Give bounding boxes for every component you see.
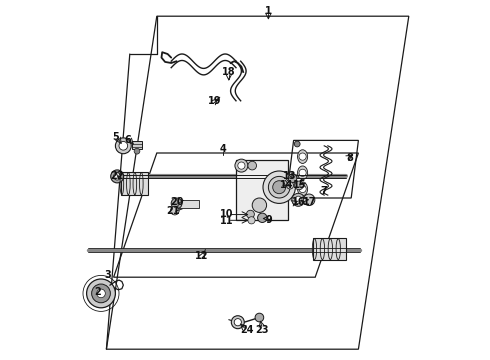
Text: 17: 17 [303,197,317,207]
Circle shape [294,181,303,190]
Circle shape [263,171,295,203]
Bar [132,141,143,149]
Text: 6: 6 [124,135,131,145]
Text: 15: 15 [293,180,306,190]
Circle shape [248,217,255,224]
Text: 20: 20 [170,197,183,207]
Circle shape [246,210,254,218]
Circle shape [234,319,242,326]
Bar [314,238,346,260]
Circle shape [97,289,105,298]
Text: 8: 8 [346,153,353,163]
Text: 9: 9 [265,215,272,225]
Bar [121,172,148,195]
Circle shape [299,169,306,176]
Text: 21: 21 [166,206,180,216]
Circle shape [269,176,290,198]
Text: 11: 11 [220,216,234,226]
Text: 10: 10 [220,209,234,219]
Bar [179,200,199,208]
Circle shape [288,174,297,183]
Circle shape [255,313,264,322]
Text: 16: 16 [292,197,305,207]
Text: 5: 5 [112,132,119,142]
Text: 12: 12 [195,251,209,261]
Circle shape [248,161,257,170]
Circle shape [252,198,267,212]
Circle shape [286,182,294,189]
Circle shape [87,279,116,308]
Text: 1: 1 [265,6,272,16]
Circle shape [92,284,110,303]
Text: 2: 2 [94,287,101,297]
Text: 4: 4 [220,144,227,154]
Circle shape [231,316,245,329]
Text: 13: 13 [283,171,297,181]
Circle shape [303,194,315,206]
Text: 18: 18 [222,67,236,77]
Circle shape [119,141,127,150]
Circle shape [294,141,300,147]
Circle shape [111,170,123,183]
Text: 24: 24 [240,325,253,336]
Circle shape [273,181,286,194]
Text: 14: 14 [280,180,293,190]
Circle shape [299,153,306,160]
Circle shape [171,206,179,215]
Circle shape [134,148,140,154]
Circle shape [235,159,248,172]
Circle shape [294,196,302,203]
Circle shape [116,138,131,154]
Circle shape [258,213,267,222]
Text: 19: 19 [208,96,221,106]
Circle shape [292,193,305,206]
Ellipse shape [297,150,308,163]
Circle shape [238,162,245,169]
Circle shape [299,185,306,193]
Circle shape [114,173,121,180]
Ellipse shape [297,182,308,196]
Ellipse shape [297,166,308,180]
Text: 22: 22 [110,171,124,181]
Text: 7: 7 [321,186,328,196]
Circle shape [171,198,182,209]
Text: 3: 3 [105,270,112,280]
Text: 23: 23 [255,325,269,336]
Polygon shape [236,160,288,220]
